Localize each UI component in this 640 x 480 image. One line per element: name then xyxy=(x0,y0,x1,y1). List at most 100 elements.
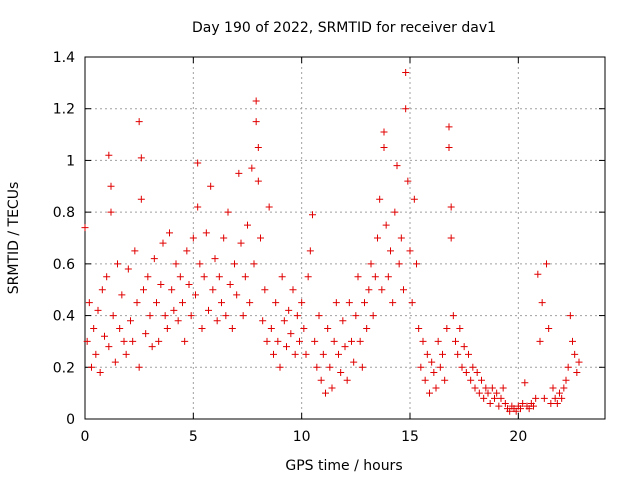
data-point xyxy=(140,286,147,294)
data-point xyxy=(109,312,117,320)
data-point xyxy=(209,286,217,294)
data-point xyxy=(101,332,108,340)
data-point xyxy=(482,384,490,392)
data-point xyxy=(142,330,150,338)
data-point xyxy=(326,363,334,371)
y-tick-label: 1.4 xyxy=(53,50,75,66)
data-point xyxy=(205,306,212,314)
data-point xyxy=(573,368,581,376)
data-point xyxy=(263,337,271,345)
x-tick-label: 20 xyxy=(509,429,527,445)
x-tick-label: 10 xyxy=(293,429,311,445)
data-point xyxy=(150,255,158,263)
data-point xyxy=(387,247,394,255)
data-point xyxy=(426,389,433,397)
data-point xyxy=(207,182,215,190)
data-point xyxy=(183,247,191,255)
data-point xyxy=(278,273,286,281)
data-point xyxy=(406,247,414,255)
data-point xyxy=(534,270,542,278)
data-point xyxy=(298,299,306,307)
data-point xyxy=(525,405,533,413)
y-tick-label: 1.2 xyxy=(53,102,75,118)
data-point xyxy=(274,337,282,345)
data-point xyxy=(198,325,206,332)
axis-ticks: 0 0.2 0.4 0.6 0.8 1 1.2 1.4 0 5 10 15 20 xyxy=(53,50,605,445)
data-point xyxy=(153,299,160,307)
data-point xyxy=(127,317,134,325)
data-point xyxy=(341,343,349,351)
data-point xyxy=(328,384,336,392)
data-point xyxy=(185,281,193,289)
data-point xyxy=(374,234,381,242)
grid xyxy=(85,57,605,419)
x-axis-label: GPS time / hours xyxy=(285,458,402,474)
data-point xyxy=(170,306,178,314)
y-axis-label: SRMTID / TECUs xyxy=(6,182,22,295)
data-point xyxy=(254,177,262,185)
data-point xyxy=(135,363,143,371)
data-point xyxy=(144,273,152,281)
data-point xyxy=(484,389,492,397)
data-point xyxy=(419,337,427,345)
data-point xyxy=(267,325,275,332)
data-point xyxy=(506,407,514,415)
data-point xyxy=(410,195,418,203)
data-point xyxy=(551,394,559,402)
y-tick-label: 0.2 xyxy=(53,360,75,376)
data-point xyxy=(417,363,425,371)
data-point xyxy=(213,317,221,325)
data-point xyxy=(148,343,156,351)
data-point xyxy=(469,363,477,371)
data-point xyxy=(163,325,171,332)
data-point xyxy=(261,286,269,294)
data-point xyxy=(92,350,100,358)
data-point xyxy=(122,350,130,358)
data-point xyxy=(495,402,503,410)
data-point xyxy=(363,325,371,332)
data-point xyxy=(313,363,321,371)
data-point xyxy=(231,260,238,268)
data-point xyxy=(296,337,303,345)
data-point xyxy=(187,312,195,320)
data-point xyxy=(300,325,308,332)
data-point xyxy=(81,224,89,232)
data-point xyxy=(176,273,184,281)
data-point xyxy=(107,208,115,216)
data-point xyxy=(135,118,143,126)
data-point xyxy=(404,177,412,185)
data-point xyxy=(319,350,327,358)
data-point xyxy=(254,144,262,151)
data-point xyxy=(421,376,429,384)
data-point xyxy=(393,162,401,170)
data-point xyxy=(237,239,245,247)
data-point xyxy=(200,273,208,281)
data-point xyxy=(343,376,351,384)
data-point xyxy=(488,384,496,392)
data-point xyxy=(241,273,249,281)
data-point xyxy=(445,144,453,151)
data-point xyxy=(239,312,247,320)
data-point xyxy=(289,286,297,294)
data-point xyxy=(382,221,390,229)
data-point xyxy=(408,299,416,307)
data-point xyxy=(549,384,557,392)
data-point xyxy=(452,337,459,345)
data-point xyxy=(415,325,423,332)
data-point xyxy=(283,343,290,351)
data-point xyxy=(352,312,360,320)
data-point xyxy=(161,312,169,320)
data-point xyxy=(133,299,141,307)
data-point xyxy=(304,273,312,281)
data-point xyxy=(443,325,451,332)
data-point xyxy=(562,376,570,384)
data-point xyxy=(391,208,399,216)
data-point xyxy=(137,154,145,162)
data-point xyxy=(257,234,264,242)
data-point xyxy=(467,376,475,384)
data-point xyxy=(402,105,410,113)
data-point xyxy=(538,299,546,307)
data-point xyxy=(111,358,119,366)
data-point xyxy=(324,325,332,332)
